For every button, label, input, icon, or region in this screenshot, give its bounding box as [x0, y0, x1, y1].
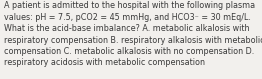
Text: A patient is admitted to the hospital with the following plasma
values: pH = 7.5: A patient is admitted to the hospital wi… [4, 1, 262, 67]
